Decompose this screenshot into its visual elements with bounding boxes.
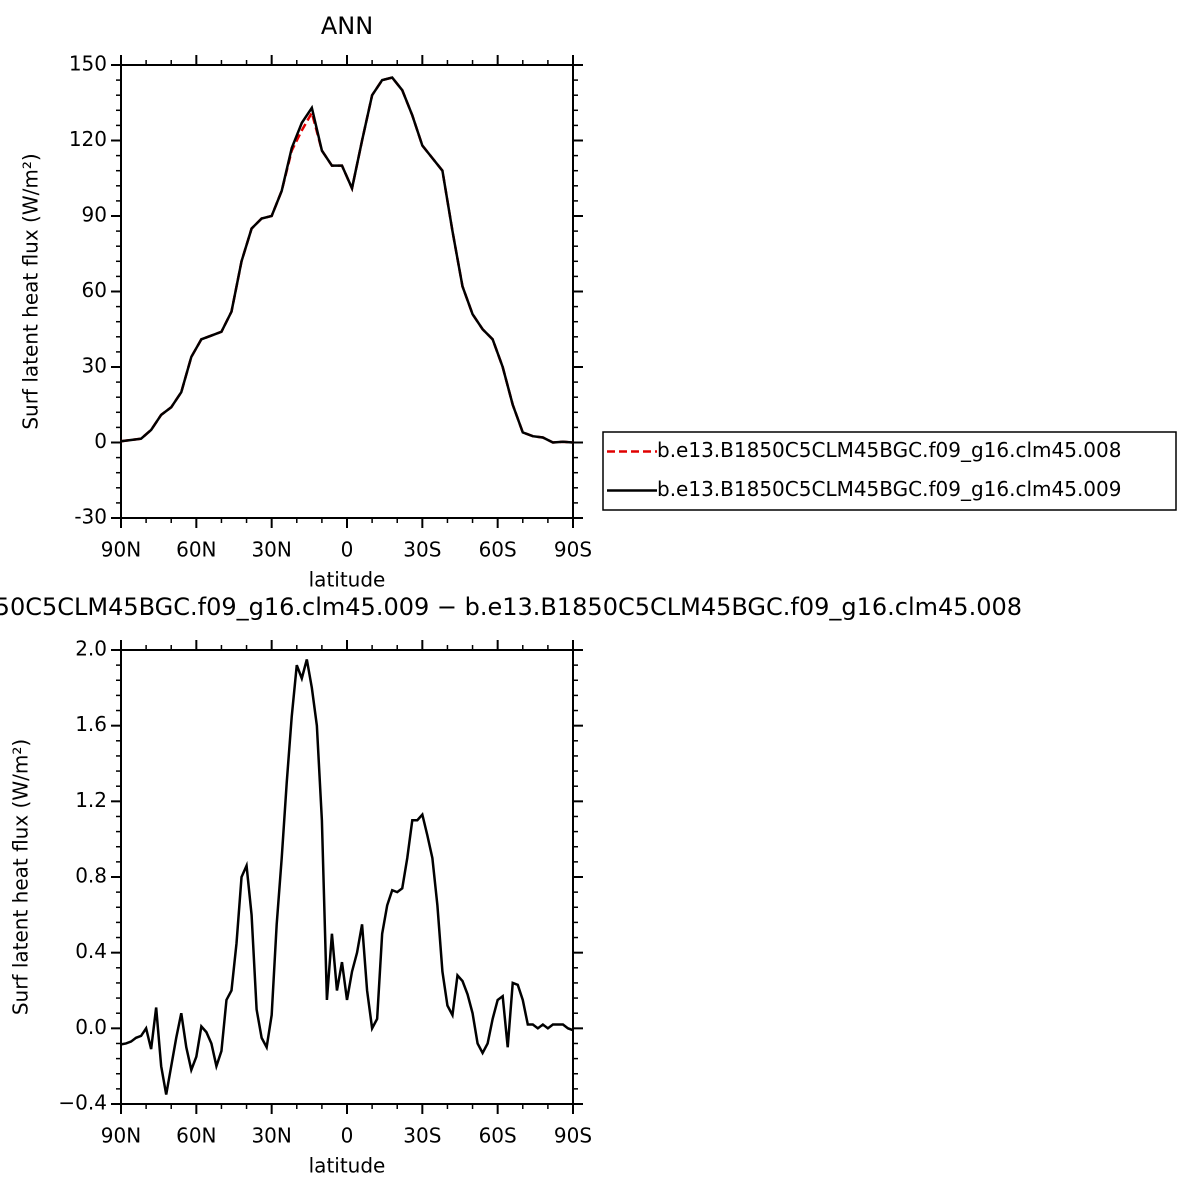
legend-label: b.e13.B1850C5CLM45BGC.f09_g16.clm45.009 bbox=[657, 477, 1121, 501]
x-tick-label: 0 bbox=[341, 1124, 354, 1148]
x-tick-label: 0 bbox=[341, 538, 354, 562]
y-tick-label: 1.2 bbox=[75, 788, 107, 812]
y-tick-label: 150 bbox=[69, 52, 107, 76]
x-tick-label: 90S bbox=[554, 1124, 592, 1148]
y-tick-label: 60 bbox=[82, 278, 107, 302]
x-tick-label: 30N bbox=[251, 538, 291, 562]
x-tick-label: 60S bbox=[479, 1124, 517, 1148]
x-tick-label: 90S bbox=[554, 538, 592, 562]
data-line bbox=[120, 659, 574, 1095]
y-tick-label: 2.0 bbox=[75, 637, 107, 661]
y-axis-label: Surf latent heat flux (W/m²) bbox=[19, 153, 43, 429]
chart-title: b.e13.B1850C5CLM45BGC.f09_g16.clm45.009 … bbox=[0, 593, 1022, 621]
y-axis-label: Surf latent heat flux (W/m²) bbox=[9, 739, 33, 1015]
plot-frame bbox=[120, 64, 574, 519]
x-axis-label: latitude bbox=[309, 568, 386, 592]
plot-frame bbox=[120, 649, 574, 1105]
x-axis-label: latitude bbox=[309, 1154, 386, 1178]
x-tick-label: 90N bbox=[101, 1124, 141, 1148]
y-tick-label: -30 bbox=[74, 505, 107, 529]
y-tick-label: 90 bbox=[82, 203, 107, 227]
y-tick-label: −0.4 bbox=[58, 1091, 107, 1115]
x-tick-label: 60N bbox=[176, 1124, 216, 1148]
y-tick-label: 1.6 bbox=[75, 712, 107, 736]
x-tick-label: 90N bbox=[101, 538, 141, 562]
x-tick-label: 30S bbox=[403, 1124, 441, 1148]
x-tick-label: 30N bbox=[251, 1124, 291, 1148]
x-tick-label: 30S bbox=[403, 538, 441, 562]
legend-box bbox=[602, 431, 1177, 511]
y-tick-label: 0.0 bbox=[75, 1015, 107, 1039]
chart-title: ANN bbox=[321, 12, 373, 40]
x-tick-label: 60S bbox=[479, 538, 517, 562]
y-tick-label: 120 bbox=[69, 127, 107, 151]
y-tick-label: 0.4 bbox=[75, 939, 107, 963]
data-line bbox=[120, 76, 574, 444]
y-tick-label: 0 bbox=[94, 429, 107, 453]
y-tick-label: 0.8 bbox=[75, 864, 107, 888]
y-tick-label: 30 bbox=[82, 354, 107, 378]
legend-label: b.e13.B1850C5CLM45BGC.f09_g16.clm45.008 bbox=[657, 438, 1121, 462]
data-line bbox=[120, 76, 574, 444]
x-tick-label: 60N bbox=[176, 538, 216, 562]
